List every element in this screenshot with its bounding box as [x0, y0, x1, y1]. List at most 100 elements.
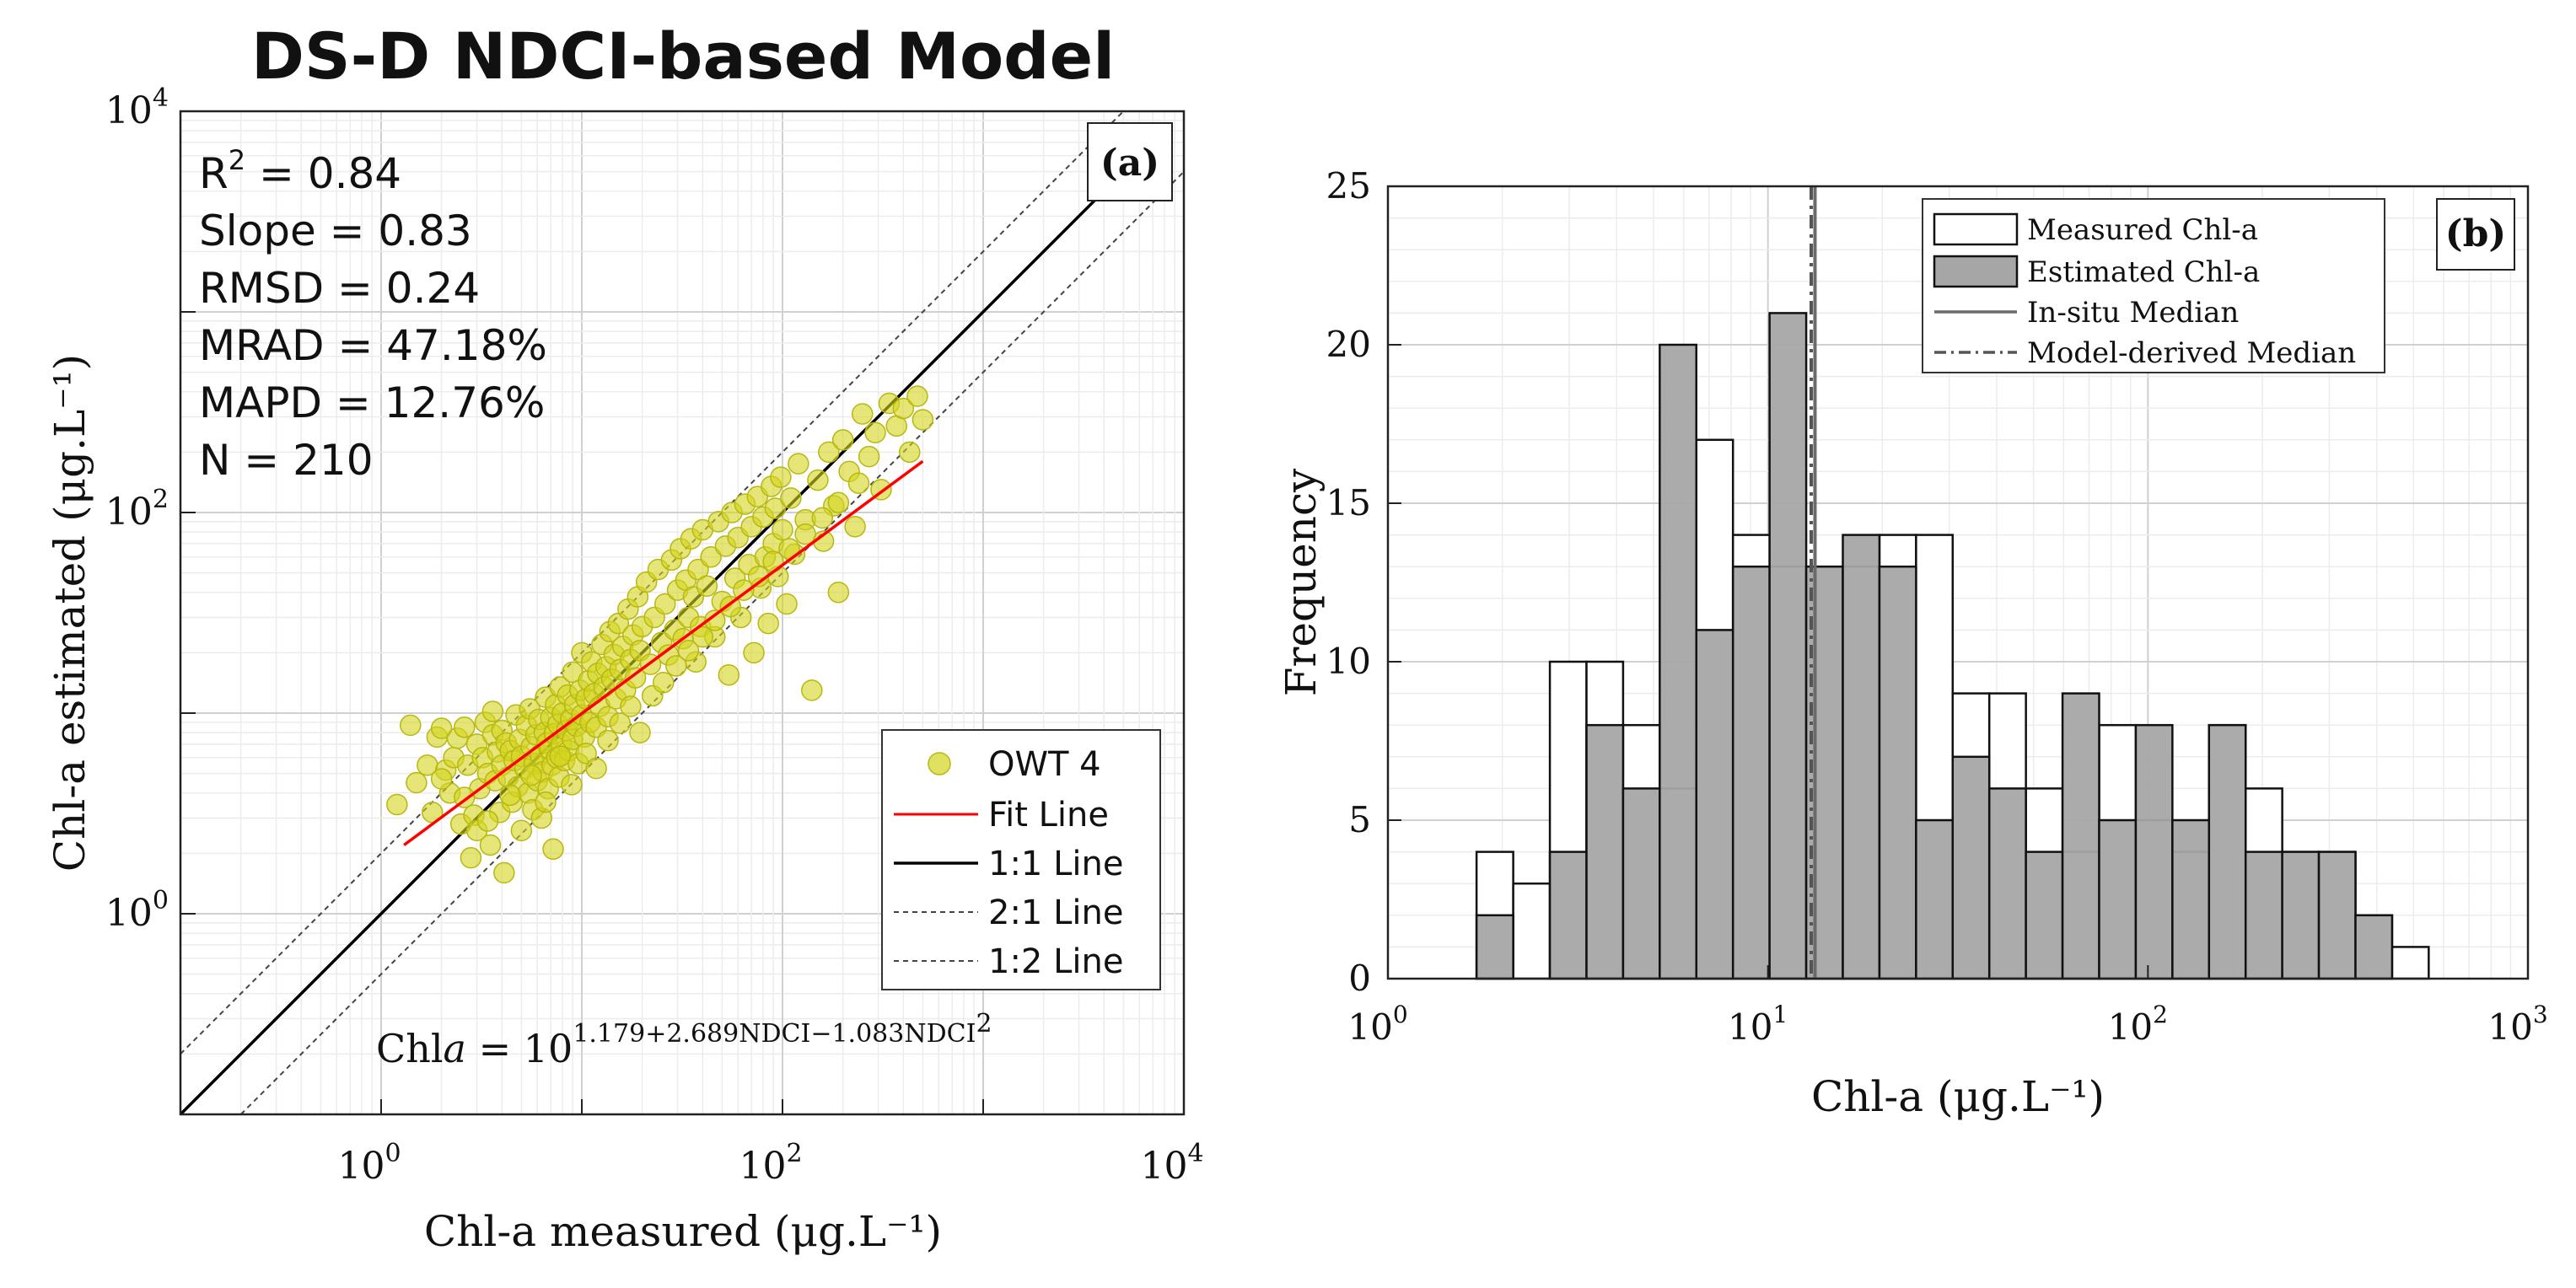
scatter-panel: DS-D NDCI-based Model 100 102 104 100 102 104… — [46, 19, 1204, 1256]
bar-estimated — [1915, 818, 1955, 980]
plot-frame-a — [179, 110, 1186, 1116]
x-tick-label-a: 100 — [337, 1139, 401, 1188]
bar-measured — [2390, 946, 2430, 980]
scatter-point — [597, 729, 619, 752]
scatter-point — [609, 712, 632, 734]
scatter-point — [757, 612, 779, 635]
scatter-point — [406, 771, 428, 794]
scatter-point — [827, 581, 850, 604]
scatter-point — [827, 491, 850, 514]
bar-estimated — [1659, 343, 1698, 980]
scatter-point — [772, 518, 793, 541]
scatter-point — [794, 523, 816, 545]
panel-label-box-b — [2436, 198, 2515, 271]
scatter-point — [493, 861, 515, 884]
scatter-point — [624, 667, 647, 689]
scatter-point — [535, 791, 557, 813]
stat-r2: R2 = 0.84 — [199, 144, 401, 198]
scatter-point — [847, 472, 870, 494]
scatter-point — [811, 507, 834, 529]
y-tick-label-b: 10 — [1326, 641, 1371, 682]
legend-b: Measured Chl-a Estimated Chl-a In-situ M… — [1922, 198, 2385, 373]
histogram-panel: 100 101 102 103 0 5 10 15 20 25 Frequency Chl-a (… — [1277, 165, 2548, 1121]
y-tick-label-b: 15 — [1326, 482, 1371, 523]
legend-label-1to1: 1:1 Line — [988, 845, 1123, 883]
scatter-point — [454, 716, 476, 738]
x-tick-label-a: 104 — [1140, 1139, 1203, 1188]
legend-a-box — [881, 729, 1161, 990]
bar-estimated — [1621, 787, 1661, 980]
scatter-point — [629, 722, 651, 743]
scatter-point — [460, 846, 482, 869]
bar-estimated — [1548, 851, 1588, 980]
legend-swatch-measured — [1933, 212, 2019, 246]
panel-label-a: (a) — [1100, 142, 1159, 185]
legend-a: OWT 4 Fit Line 1:1 Line 2:1 Line 1:2 Lin… — [881, 729, 1161, 990]
scatter-point — [788, 453, 809, 475]
scatter-point — [585, 757, 607, 780]
x-tick-label-b: 102 — [2108, 1001, 2168, 1048]
scatter-point — [912, 409, 934, 431]
y-tick-label-b: 20 — [1326, 324, 1371, 365]
scatter-point — [906, 385, 928, 407]
bar-estimated — [2025, 851, 2064, 980]
scatter-point — [549, 745, 572, 767]
legend-label-model-median: Model-derived Median — [2027, 336, 2356, 370]
bar-estimated — [1951, 755, 1991, 980]
ticks-a: 100 102 104 100 102 104 — [105, 83, 1204, 1188]
scatter-point — [520, 764, 542, 786]
legend-label-estimated: Estimated Chl-a — [2027, 255, 2260, 289]
panel-label-box-a — [1087, 122, 1173, 201]
legend-label-insitu-median: In-situ Median — [2027, 296, 2239, 330]
scatter-point — [510, 819, 533, 841]
scatter-point — [700, 546, 722, 568]
stat-mapd: MAPD = 12.76% — [199, 378, 545, 427]
y-tick-label-b: 25 — [1326, 165, 1371, 207]
scatter-point — [386, 793, 408, 816]
scatter-point — [743, 641, 765, 664]
stat-n: N = 210 — [199, 436, 374, 485]
bar-estimated — [2171, 818, 2211, 980]
bar-measured — [1512, 882, 1552, 980]
bar-estimated — [2244, 851, 2283, 980]
scatter-point — [807, 469, 829, 491]
scatter-point — [691, 625, 714, 648]
legend-label-measured: Measured Chl-a — [2027, 213, 2258, 247]
fit-line — [403, 459, 924, 846]
x-tick-label-b: 103 — [2487, 1001, 2547, 1048]
bar-estimated — [1987, 787, 2027, 980]
legend-label-owt4: OWT 4 — [988, 745, 1101, 784]
y-tick-label-b: 0 — [1348, 958, 1371, 999]
scatter-point — [844, 516, 866, 538]
plot-frame-b — [1386, 185, 2530, 980]
ticks-b: 100 101 102 103 0 5 10 15 20 25 — [1326, 165, 2548, 1048]
bar-estimated — [1475, 914, 1514, 980]
legend-swatch-estimated — [1933, 255, 2019, 288]
legend-label-fit: Fit Line — [988, 796, 1109, 835]
scatter-point — [665, 655, 687, 677]
scatter-point — [476, 810, 499, 832]
bar-estimated — [1585, 723, 1625, 980]
legend-label-1to2: 1:2 Line — [988, 942, 1123, 981]
scatter-point — [831, 429, 854, 451]
fit-line-group — [403, 459, 924, 846]
scatter-points — [386, 385, 934, 884]
median-lines — [1810, 186, 1817, 979]
scatter-point — [542, 838, 564, 861]
bar-estimated — [2354, 914, 2394, 980]
bar-estimated — [2208, 723, 2247, 980]
x-tick-label-a: 102 — [739, 1139, 802, 1188]
bar-estimated — [1731, 565, 1771, 980]
x-tick-label-b: 100 — [1347, 1001, 1407, 1048]
bar-estimated — [2134, 723, 2174, 980]
scatter-point — [481, 700, 504, 722]
bar-estimated — [1842, 534, 1881, 980]
scatter-point — [718, 663, 740, 686]
bar-estimated — [1695, 629, 1734, 980]
legend-label-2to1: 2:1 Line — [988, 894, 1123, 932]
y-tick-label-a: 100 — [105, 886, 169, 935]
bar-estimated — [1768, 312, 1808, 980]
scatter-point — [780, 487, 802, 509]
regression-equation: Chla = 101.179+2.689NDCI−1.083NDCI2 — [376, 1009, 992, 1071]
scatter-point — [703, 609, 726, 631]
